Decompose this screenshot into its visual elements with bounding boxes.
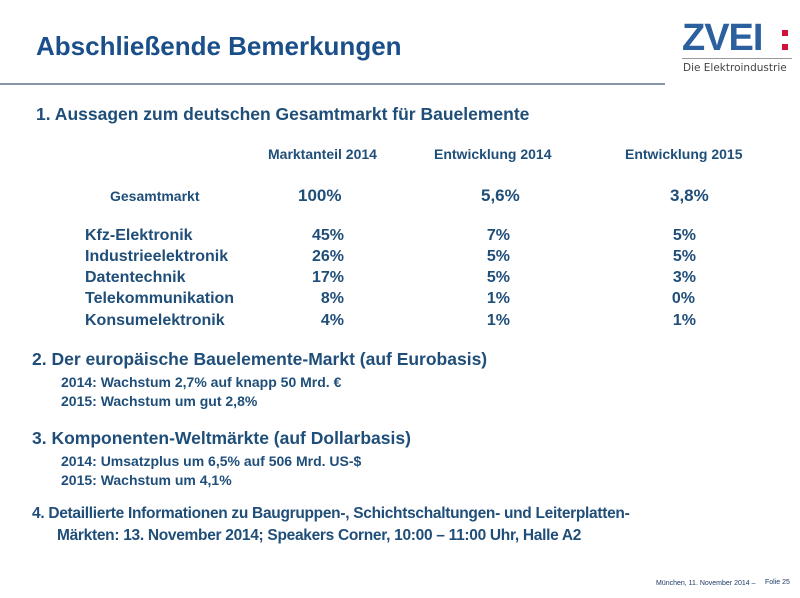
section3-heading: 3. Komponenten-Weltmärkte (auf Dollarbas… [32,428,411,448]
section1-heading: 1. Aussagen zum deutschen Gesamtmarkt fü… [36,104,530,124]
row-entwicklung-2014: 7% [486,227,510,244]
logo-mark: ZVEI [682,17,763,59]
row-label: Industrieelektronik [85,248,229,265]
row-label: Kfz-Elektronik [85,227,193,244]
total-marktanteil: 100% [298,186,342,205]
header-divider [0,83,665,85]
logo-colon-icon [782,30,788,58]
row-marktanteil: 4% [320,312,344,329]
row-entwicklung-2015: 5% [672,248,696,265]
section4-line2: Märkten: 13. November 2014; Speakers Cor… [57,527,582,544]
footer-location-date: München, 11. November 2014 – [656,580,756,587]
column-header-entwicklung-2014: Entwicklung 2014 [434,146,552,162]
column-header-marktanteil: Marktanteil 2014 [268,146,377,162]
section2-line: 2014: Wachstum 2,7% auf knapp 50 Mrd. € [61,374,342,390]
row-marktanteil: 45% [311,227,344,244]
slide-title: Abschließende Bemerkungen [36,31,402,61]
logo-rule [682,58,792,59]
total-entwicklung-2015: 3,8% [670,186,709,205]
row-label: Konsumelektronik [85,312,225,329]
footer-slide-number: Folie 25 [765,579,790,586]
logo-tagline: Die Elektroindustrie [683,62,787,74]
section4-line1: 4. Detaillierte Informationen zu Baugrup… [32,505,630,522]
row-entwicklung-2014: 1% [486,290,510,307]
zvei-logo: ZVEI Die Elektroindustrie [682,18,792,80]
row-label: Telekommunikation [85,290,235,307]
row-marktanteil: 26% [311,248,344,265]
row-entwicklung-2014: 5% [486,248,510,265]
section2-heading: 2. Der europäische Bauelemente-Markt (au… [32,349,488,369]
row-marktanteil: 17% [311,269,344,286]
row-entwicklung-2015: 5% [672,227,696,244]
section2-line: 2015: Wachstum um gut 2,8% [61,393,258,409]
row-entwicklung-2015: 0% [671,290,695,307]
row-entwicklung-2014: 5% [486,269,510,286]
row-entwicklung-2015: 3% [672,269,696,286]
row-marktanteil: 8% [320,290,344,307]
total-entwicklung-2014: 5,6% [481,186,520,205]
section3-line: 2014: Umsatzplus um 6,5% auf 506 Mrd. US… [61,453,362,469]
row-entwicklung-2014: 1% [486,312,510,329]
section3-line: 2015: Wachstum um 4,1% [61,472,232,488]
total-row-label: Gesamtmarkt [110,188,200,204]
row-entwicklung-2015: 1% [672,312,696,329]
column-header-entwicklung-2015: Entwicklung 2015 [625,146,743,162]
row-label: Datentechnik [85,269,186,286]
